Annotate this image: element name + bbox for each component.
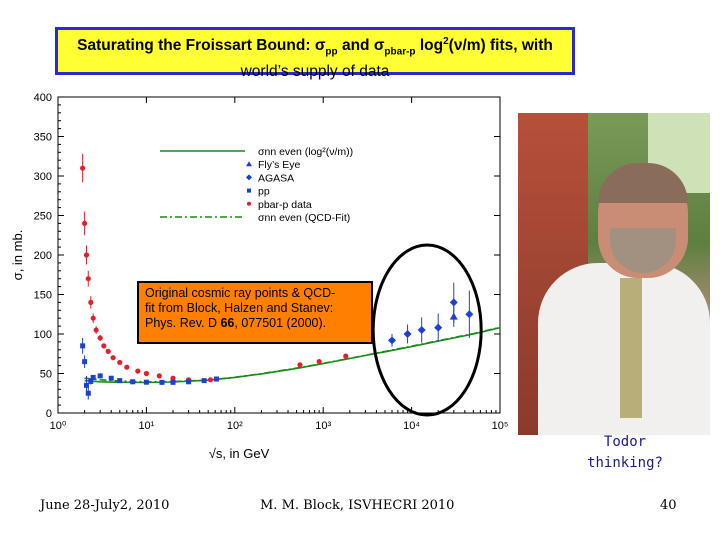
data-point-pbarp xyxy=(80,165,86,171)
data-point-pp xyxy=(88,378,94,384)
data-point-pp xyxy=(90,374,96,380)
data-point-pp xyxy=(130,379,136,385)
footer-author: M. M. Block, ISVHECRI 2010 xyxy=(260,498,455,513)
legend-label: σnn even (QCD-Fit) xyxy=(258,212,350,224)
y-tick-label: 150 xyxy=(34,290,52,302)
data-point-pp xyxy=(82,359,88,365)
data-point-pp xyxy=(170,379,176,385)
data-point-pp xyxy=(80,343,86,349)
data-point-pp xyxy=(159,379,165,385)
title-sub-pp: pp xyxy=(325,46,338,58)
annotation-volume: 66 xyxy=(220,316,235,330)
data-point-pbarp xyxy=(207,377,214,383)
data-point-pbarp xyxy=(343,353,349,359)
y-tick-label: 100 xyxy=(34,329,52,341)
y-tick-label: 400 xyxy=(34,92,52,104)
data-point-pp xyxy=(143,379,149,385)
data-point-pbarp xyxy=(93,327,99,333)
chart-svg: 0 50 100 150 200 250 300 350 400 10⁰ 10¹ 10² 10³ 10⁴ 1… xyxy=(10,92,509,461)
title-sup: 2 xyxy=(443,36,449,47)
data-point-pbarp xyxy=(124,364,130,370)
data-point-pp xyxy=(201,378,207,384)
x-tick-label: 10³ xyxy=(315,420,331,432)
title-line2: world’s supply of data xyxy=(240,63,390,81)
data-point-pbarp xyxy=(156,373,162,379)
x-tick-label: 10¹ xyxy=(138,420,154,432)
data-point-pbarp xyxy=(110,355,116,361)
data-point-pbarp xyxy=(316,359,322,365)
legend-label: pbar-p data xyxy=(258,199,312,211)
footer-page-number: 40 xyxy=(660,498,677,513)
annotation-box: Original cosmic ray points & QCD- fit fr… xyxy=(137,281,373,344)
highlight-ellipse xyxy=(371,243,483,417)
legend-label: σnn even (log²(ν/m)) xyxy=(258,146,353,158)
footer-date: June 28-July2, 2010 xyxy=(40,498,170,513)
y-tick-label: 50 xyxy=(40,369,52,381)
data-point-agasa xyxy=(434,323,443,332)
data-point-pbarp xyxy=(82,220,88,226)
data-point-pp xyxy=(108,375,114,381)
caption-line2: thinking? xyxy=(587,455,663,471)
x-tick-label: 10² xyxy=(227,420,243,432)
y-axis-label: σ, in mb. xyxy=(10,230,25,281)
portrait-photo xyxy=(518,113,710,435)
title-sub-pbarp: pbar-p xyxy=(384,46,416,58)
sigma-symbol: σ xyxy=(314,37,326,55)
data-point-agasa xyxy=(403,330,412,338)
x-axis-label: √s, in GeV xyxy=(209,446,270,461)
legend-square-swatch xyxy=(247,188,251,193)
legend-diamond-swatch xyxy=(246,174,252,181)
tie xyxy=(620,278,642,418)
y-tick-label: 250 xyxy=(34,211,52,223)
data-point-agasa xyxy=(465,310,474,319)
x-tick-label: 10⁴ xyxy=(403,420,420,432)
data-point-pbarp xyxy=(90,315,96,321)
legend-label: pp xyxy=(258,186,270,198)
data-point-pbarp xyxy=(135,368,141,374)
title-and: and xyxy=(337,37,374,55)
data-point-agasa xyxy=(387,336,396,345)
caption-line1: Todor xyxy=(603,434,647,450)
data-point-agasa xyxy=(449,298,458,307)
data-point-pp xyxy=(83,382,89,388)
title-log: log xyxy=(415,37,444,55)
data-point-pp xyxy=(213,376,219,382)
x-tick-label: 10⁵ xyxy=(492,420,509,432)
cross-section-chart: 0 50 100 150 200 250 300 350 400 10⁰ 10¹ 10² 10³ 10⁴ 1… xyxy=(0,85,520,475)
annotation-line3-post: , 077501 (2000). xyxy=(234,316,327,330)
data-point-pp xyxy=(117,378,123,384)
annotation-line2: fit from Block, Halzen and Stanev: xyxy=(145,301,334,315)
legend-label: Fly’s Eye xyxy=(258,159,301,171)
data-point-pp xyxy=(85,390,91,396)
annotation-line3-pre: Phys. Rev. D xyxy=(145,316,221,330)
data-point-pbarp xyxy=(85,276,91,282)
legend-triangle-swatch xyxy=(246,161,252,167)
data-point-pbarp xyxy=(170,375,176,381)
y-tick-label: 350 xyxy=(34,132,52,144)
data-point-pbarp xyxy=(101,343,107,349)
y-tick-label: 300 xyxy=(34,171,52,183)
data-point-pbarp xyxy=(105,348,111,354)
data-point-pbarp xyxy=(97,335,103,341)
data-point-pbarp xyxy=(143,370,149,377)
annotation-line1: Original cosmic ray points & QCD- xyxy=(145,286,336,300)
plot-frame xyxy=(57,96,501,414)
x-tick-label: 10⁰ xyxy=(50,420,67,432)
title-text: Saturating the Froissart Bound: xyxy=(77,37,315,55)
y-tick-label: 200 xyxy=(34,250,52,262)
data-point-agasa xyxy=(417,326,426,335)
title-nu: (ν/m) fits, with xyxy=(448,37,553,55)
photo-caption: Todor thinking? xyxy=(585,432,665,474)
data-point-pp xyxy=(186,379,192,385)
slide-title: Saturating the Froissart Bound: σpp and … xyxy=(55,27,575,80)
sigma-symbol-2: σ xyxy=(373,37,385,55)
data-point-pbarp xyxy=(117,359,123,366)
y-tick-label: 0 xyxy=(46,408,52,420)
data-point-pbarp xyxy=(83,252,90,258)
legend-circle-swatch xyxy=(247,201,251,206)
data-point-pbarp xyxy=(297,362,303,368)
data-point-pp xyxy=(97,373,103,379)
legend-label: AGASA xyxy=(258,172,294,184)
data-point-pbarp xyxy=(88,299,94,305)
